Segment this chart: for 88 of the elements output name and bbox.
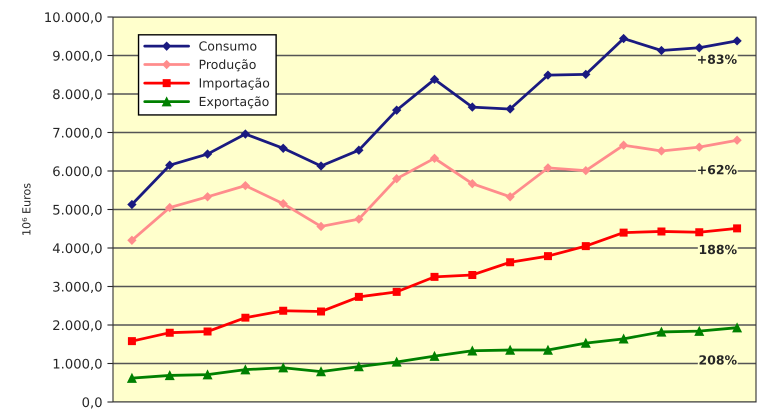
point (316, 222, 326, 231)
y-tick-label: 10.000,0 (45, 12, 102, 24)
point (544, 252, 552, 260)
point (657, 227, 666, 236)
point (278, 363, 288, 372)
point (732, 136, 742, 145)
y-tick-label: 3.000,0 (53, 282, 102, 294)
point (468, 102, 477, 112)
point (506, 258, 514, 266)
point (618, 334, 628, 344)
point (430, 154, 439, 163)
point (656, 146, 666, 156)
point (354, 362, 364, 372)
point (694, 326, 704, 336)
point (240, 181, 250, 190)
y-tick-label: 6.000,0 (53, 166, 102, 178)
point (544, 70, 552, 80)
point (279, 306, 288, 315)
y-tick-label: 2.000,0 (53, 320, 102, 332)
point (694, 43, 704, 52)
annotation: +83% (698, 54, 737, 64)
point (128, 337, 136, 346)
point (619, 34, 628, 44)
point (581, 166, 590, 176)
legend-label: Exportação (200, 96, 269, 109)
point (202, 370, 212, 380)
point (694, 142, 704, 152)
point (241, 314, 250, 322)
point (656, 46, 666, 55)
point (354, 146, 364, 155)
legend-label: Produção (200, 59, 256, 72)
point (317, 308, 326, 316)
point (240, 364, 250, 374)
point (392, 288, 401, 296)
annotation: 208% (699, 355, 737, 365)
point (468, 346, 478, 356)
point (165, 370, 174, 380)
point (354, 292, 363, 301)
annotation: 188% (700, 244, 737, 254)
y-tick-label: 8.000,0 (53, 89, 102, 101)
point (430, 352, 440, 361)
y-tick-label: 4.000,0 (52, 243, 102, 255)
y-tick-label: 7.000,0 (53, 128, 102, 140)
point (392, 174, 402, 184)
y-tick-label: 5.000,0 (53, 204, 102, 216)
point (165, 160, 174, 170)
point (240, 130, 250, 138)
point (354, 214, 364, 224)
y-tick-label: 9.000,0 (53, 50, 102, 62)
point (468, 270, 476, 279)
point (166, 328, 174, 337)
y-axis-title: 10⁶ Euros (22, 183, 31, 235)
point (733, 224, 742, 232)
point (505, 345, 515, 355)
point (506, 192, 515, 202)
point (392, 106, 402, 115)
point (203, 150, 212, 159)
point (619, 140, 628, 150)
point (165, 203, 174, 212)
y-tick-label: 0,0 (82, 397, 102, 409)
point (127, 236, 136, 245)
point (392, 357, 402, 367)
point (430, 272, 438, 281)
point (506, 104, 515, 114)
point (430, 74, 439, 84)
point (581, 70, 590, 79)
point (316, 366, 326, 376)
y-tick-label: 1.000,0 (54, 358, 102, 370)
point (732, 323, 742, 332)
point (620, 228, 628, 237)
annotation: +62% (698, 164, 737, 174)
point (695, 228, 704, 236)
point (316, 162, 326, 170)
point (127, 200, 136, 209)
point (544, 163, 552, 172)
point (468, 179, 477, 188)
point (582, 242, 590, 250)
point (278, 199, 288, 208)
legend-label: Importação (200, 78, 270, 90)
point (656, 327, 666, 337)
point (127, 373, 137, 383)
point (278, 144, 288, 153)
point (204, 328, 212, 336)
point (581, 338, 590, 348)
point (732, 36, 742, 46)
legend-label: Consumo (199, 41, 256, 51)
point (203, 192, 212, 202)
point (543, 345, 553, 355)
